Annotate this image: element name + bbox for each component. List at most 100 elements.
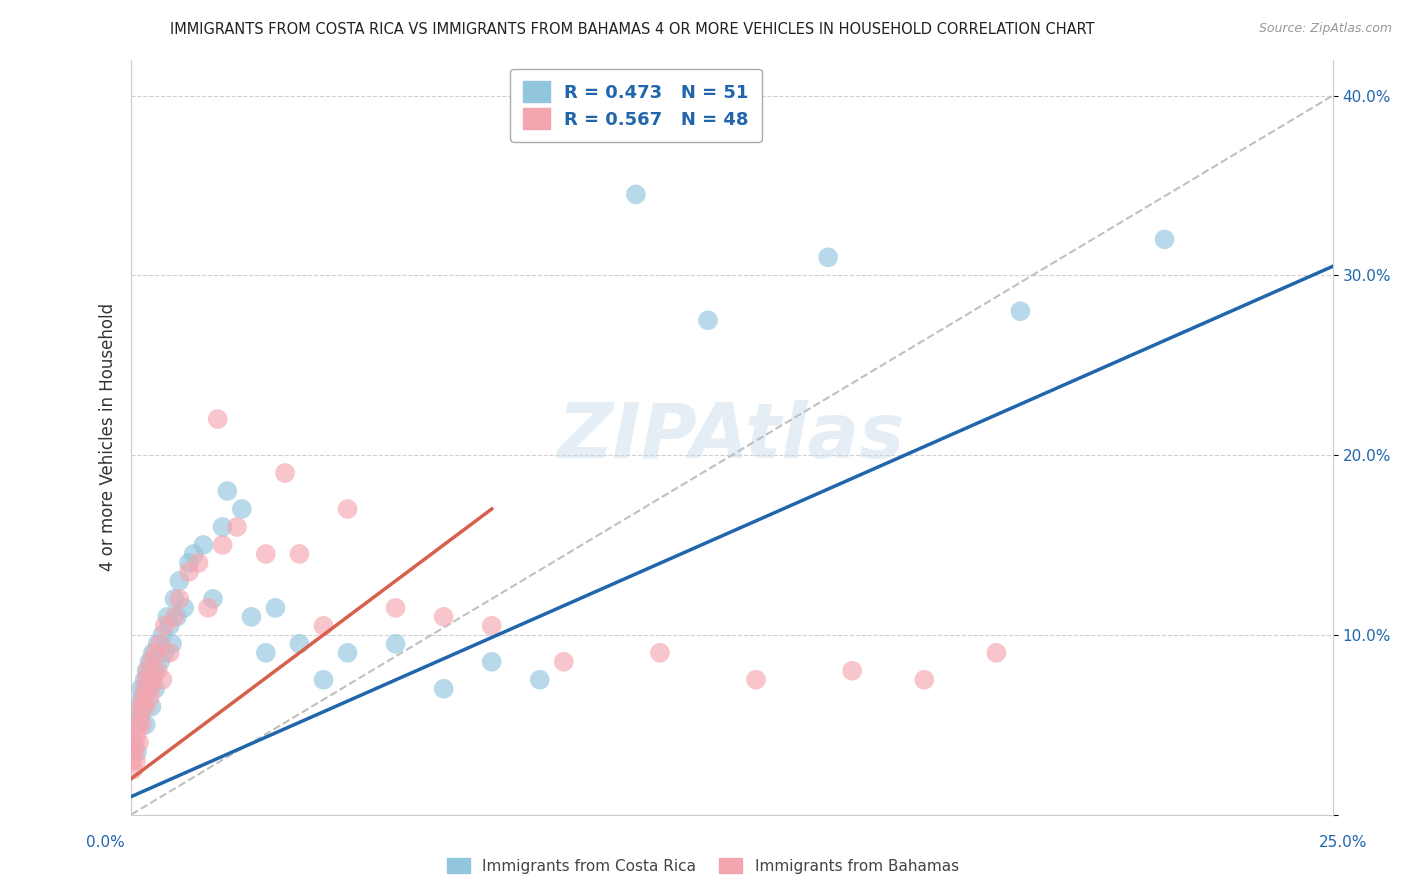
Point: [481, 655, 503, 669]
Point: [912, 673, 935, 687]
Point: [143, 664, 166, 678]
Point: [124, 736, 146, 750]
Point: [153, 646, 176, 660]
Point: [231, 502, 253, 516]
Point: [135, 699, 157, 714]
Point: [336, 646, 359, 660]
Text: ZIPAtlas: ZIPAtlas: [558, 401, 905, 474]
Point: [384, 637, 406, 651]
Point: [481, 619, 503, 633]
Point: [553, 655, 575, 669]
Point: [159, 619, 181, 633]
Point: [138, 655, 160, 669]
Point: [139, 673, 162, 687]
Text: 0.0%: 0.0%: [86, 836, 125, 850]
Point: [125, 727, 148, 741]
Point: [127, 699, 149, 714]
Point: [211, 538, 233, 552]
Point: [529, 673, 551, 687]
Point: [125, 717, 148, 731]
Point: [139, 681, 162, 696]
Point: [156, 610, 179, 624]
Point: [274, 466, 297, 480]
Point: [841, 664, 863, 678]
Text: 25.0%: 25.0%: [1319, 836, 1367, 850]
Point: [254, 646, 277, 660]
Point: [211, 520, 233, 534]
Point: [152, 673, 174, 687]
Point: [143, 681, 166, 696]
Point: [624, 187, 647, 202]
Point: [135, 673, 157, 687]
Point: [177, 565, 200, 579]
Point: [149, 637, 172, 651]
Point: [129, 708, 152, 723]
Point: [201, 591, 224, 606]
Point: [312, 673, 335, 687]
Point: [183, 547, 205, 561]
Point: [433, 681, 456, 696]
Point: [187, 556, 209, 570]
Point: [132, 690, 155, 705]
Point: [132, 699, 155, 714]
Point: [159, 646, 181, 660]
Point: [986, 646, 1008, 660]
Point: [226, 520, 249, 534]
Point: [149, 655, 172, 669]
Point: [146, 637, 169, 651]
Point: [122, 745, 145, 759]
Point: [745, 673, 768, 687]
Point: [288, 547, 311, 561]
Point: [134, 681, 156, 696]
Point: [131, 717, 153, 731]
Point: [193, 538, 215, 552]
Text: Source: ZipAtlas.com: Source: ZipAtlas.com: [1258, 22, 1392, 36]
Point: [142, 673, 165, 687]
Point: [122, 763, 145, 777]
Point: [142, 646, 165, 660]
Point: [177, 556, 200, 570]
Point: [138, 690, 160, 705]
Point: [163, 610, 186, 624]
Point: [122, 736, 145, 750]
Point: [129, 681, 152, 696]
Point: [134, 673, 156, 687]
Point: [197, 600, 219, 615]
Legend: Immigrants from Costa Rica, Immigrants from Bahamas: Immigrants from Costa Rica, Immigrants f…: [441, 852, 965, 880]
Point: [240, 610, 263, 624]
Point: [1153, 232, 1175, 246]
Point: [128, 736, 150, 750]
Text: IMMIGRANTS FROM COSTA RICA VS IMMIGRANTS FROM BAHAMAS 4 OR MORE VEHICLES IN HOUS: IMMIGRANTS FROM COSTA RICA VS IMMIGRANTS…: [170, 22, 1095, 37]
Point: [152, 628, 174, 642]
Point: [125, 745, 148, 759]
Point: [129, 699, 152, 714]
Point: [129, 708, 152, 723]
Point: [288, 637, 311, 651]
Point: [153, 619, 176, 633]
Point: [169, 574, 191, 588]
Point: [121, 754, 143, 768]
Point: [146, 664, 169, 678]
Point: [264, 600, 287, 615]
Point: [817, 250, 839, 264]
Point: [207, 412, 229, 426]
Point: [160, 637, 183, 651]
Legend: R = 0.473   N = 51, R = 0.567   N = 48: R = 0.473 N = 51, R = 0.567 N = 48: [510, 69, 762, 142]
Point: [136, 681, 159, 696]
Point: [169, 591, 191, 606]
Point: [163, 591, 186, 606]
Point: [166, 610, 188, 624]
Point: [648, 646, 671, 660]
Point: [141, 655, 163, 669]
Point: [127, 717, 149, 731]
Point: [312, 619, 335, 633]
Point: [336, 502, 359, 516]
Point: [697, 313, 720, 327]
Point: [131, 690, 153, 705]
Point: [254, 547, 277, 561]
Point: [217, 483, 239, 498]
Point: [136, 664, 159, 678]
Point: [141, 699, 163, 714]
Point: [125, 754, 148, 768]
Point: [143, 646, 166, 660]
